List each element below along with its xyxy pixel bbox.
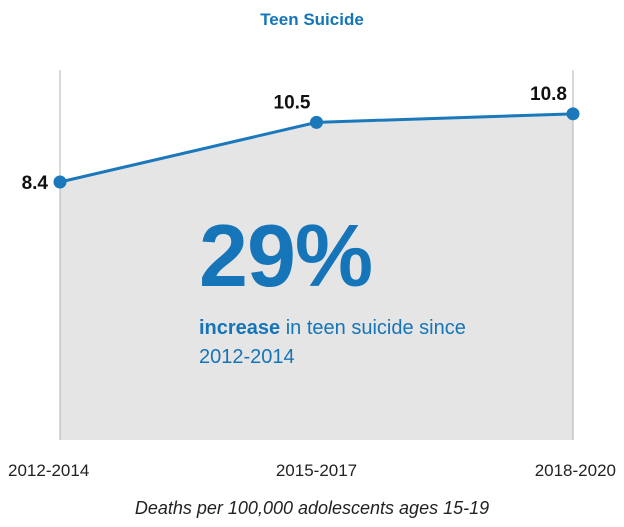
- data-label-2012-2014: 8.4: [22, 173, 49, 194]
- x-tick-2018-2020: 2018-2020: [535, 461, 616, 480]
- series-area: [60, 113, 573, 440]
- data-point-2018-2020: [566, 107, 580, 121]
- x-tick-2015-2017: 2015-2017: [276, 461, 357, 480]
- stat-caption-bold: increase: [199, 317, 281, 339]
- stat-caption: increase in teen suicide since 2012-2014: [199, 314, 499, 372]
- data-label-2015-2017: 10.5: [274, 92, 311, 113]
- chart-title: Teen Suicide: [260, 10, 364, 29]
- x-tick-2012-2014: 2012-2014: [8, 461, 89, 480]
- stat-value: 29%: [199, 206, 373, 305]
- stat-caption-text: in teen suicide since 2012-2014: [199, 317, 466, 368]
- data-label-2018-2020: 10.8: [530, 84, 567, 105]
- data-point-2015-2017: [310, 115, 323, 129]
- x-axis-caption: Deaths per 100,000 adolescents ages 15-1…: [134, 498, 490, 518]
- data-point-2012-2014: [53, 175, 67, 189]
